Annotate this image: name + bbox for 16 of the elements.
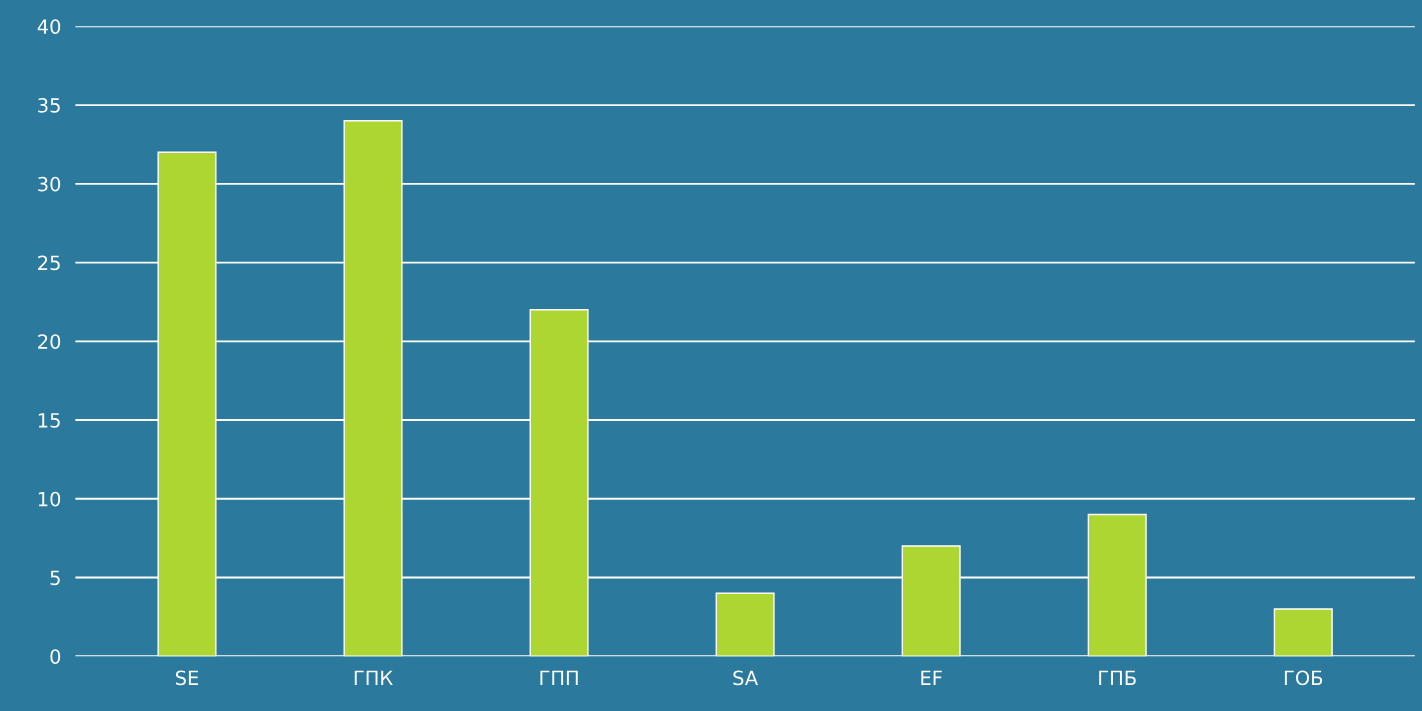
x-tick-label: ГПБ (1099, 670, 1136, 685)
x-tick-label: EF (921, 670, 942, 685)
x-tick-label: SE (175, 670, 199, 686)
y-tick-label: 10 (38, 491, 61, 507)
y-tick-label: 5 (50, 570, 60, 586)
y-tick-label: 0 (50, 649, 61, 664)
y-tick-label: 25 (38, 255, 60, 271)
y-tick-label: 35 (38, 98, 60, 113)
x-tick-label: ГОБ (1284, 670, 1323, 686)
x-tick-label: SA (733, 670, 758, 686)
y-tick-label: 15 (38, 413, 60, 428)
y-tick-label: 40 (37, 19, 61, 34)
x-tick-label: ГПК (354, 670, 393, 685)
x-tick-label: ГПП (540, 670, 578, 685)
y-tick-label: 20 (38, 334, 61, 349)
y-tick-label: 30 (38, 176, 61, 192)
